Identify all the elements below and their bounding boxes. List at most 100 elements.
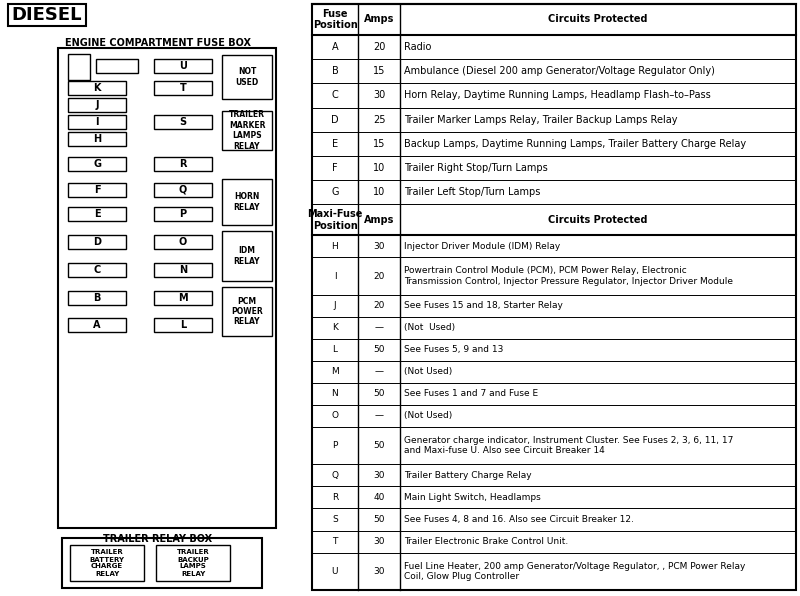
Text: R: R [179,159,186,169]
Bar [68,235,126,249]
Text: N: N [332,389,338,399]
Text: 20: 20 [374,272,385,281]
Text: K: K [94,83,101,93]
Text: S: S [332,515,338,524]
Text: M: M [331,367,339,377]
Text: P: P [179,209,186,219]
Text: F: F [94,185,100,195]
Text: Horn Relay, Daytime Running Lamps, Headlamp Flash–to–Pass: Horn Relay, Daytime Running Lamps, Headl… [404,91,710,100]
Bar [68,157,126,171]
Text: T: T [180,83,186,93]
Text: 10: 10 [373,187,385,197]
Text: See Fuses 4, 8 and 16. Also see Circuit Breaker 12.: See Fuses 4, 8 and 16. Also see Circuit … [404,515,634,524]
Text: 30: 30 [373,91,385,100]
Bar [154,157,212,171]
Text: O: O [179,237,187,247]
Text: E: E [332,139,338,149]
Text: 50: 50 [374,345,385,355]
Text: F: F [332,163,338,173]
Text: TRAILER RELAY BOX: TRAILER RELAY BOX [103,534,213,544]
Text: —: — [374,411,383,420]
Text: 50: 50 [374,389,385,399]
Text: U: U [332,567,338,576]
Text: B: B [94,293,101,303]
Bar [154,263,212,277]
Text: L: L [333,345,338,355]
Text: Injector Driver Module (IDM) Relay: Injector Driver Module (IDM) Relay [404,242,560,251]
Text: A: A [332,42,338,52]
Text: Radio: Radio [404,42,431,52]
Text: H: H [93,134,101,144]
Bar [8,4,86,26]
Bar [68,291,126,305]
Bar [68,207,126,221]
Text: Trailer Electronic Brake Control Unit.: Trailer Electronic Brake Control Unit. [404,537,568,546]
Bar [154,59,212,73]
Bar [68,132,126,146]
Text: 10: 10 [373,163,385,173]
Text: TRAILER
BACKUP
LAMPS
RELAY: TRAILER BACKUP LAMPS RELAY [177,550,210,576]
Bar [68,263,126,277]
Text: —: — [374,367,383,377]
Text: Maxi-Fuse
Position: Maxi-Fuse Position [307,209,362,231]
Text: R: R [332,493,338,502]
Text: Main Light Switch, Headlamps: Main Light Switch, Headlamps [404,493,541,502]
Text: 15: 15 [373,139,385,149]
Text: Trailer Battery Charge Relay: Trailer Battery Charge Relay [404,471,532,480]
Bar [58,48,276,528]
Bar [70,545,144,581]
Text: S: S [179,117,186,127]
Text: DIESEL: DIESEL [12,6,82,24]
Bar [222,179,272,225]
Text: NOT
USED: NOT USED [235,67,258,86]
Text: Amps: Amps [364,215,394,225]
Text: B: B [332,66,338,76]
Text: Trailer Marker Lamps Relay, Trailer Backup Lamps Relay: Trailer Marker Lamps Relay, Trailer Back… [404,114,678,125]
Bar [312,4,796,590]
Text: P: P [332,441,338,450]
Text: C: C [94,265,101,275]
Bar [154,115,212,129]
Text: K: K [332,324,338,333]
Bar [154,207,212,221]
Text: L: L [180,320,186,330]
Text: Powertrain Control Module (PCM), PCM Power Relay, Electronic
Transmission Contro: Powertrain Control Module (PCM), PCM Pow… [404,266,733,285]
Text: 30: 30 [374,537,385,546]
Bar [68,183,126,197]
Text: J: J [334,302,336,311]
Text: O: O [331,411,338,420]
Text: PCM
POWER
RELAY: PCM POWER RELAY [231,297,263,327]
Text: Trailer Left Stop/Turn Lamps: Trailer Left Stop/Turn Lamps [404,187,540,197]
Text: 20: 20 [374,302,385,311]
Text: Amps: Amps [364,14,394,24]
Bar [154,183,212,197]
Text: 15: 15 [373,66,385,76]
Text: Fuel Line Heater, 200 amp Generator/Voltage Regulator, , PCM Power Relay
Coil, G: Fuel Line Heater, 200 amp Generator/Volt… [404,561,746,581]
Text: Trailer Right Stop/Turn Lamps: Trailer Right Stop/Turn Lamps [404,163,548,173]
Text: 30: 30 [374,471,385,480]
Text: 20: 20 [373,42,385,52]
Text: (Not Used): (Not Used) [404,367,452,377]
Text: TRAILER
BATTERY
CHARGE
RELAY: TRAILER BATTERY CHARGE RELAY [90,550,125,576]
Text: I: I [95,117,98,127]
Text: Generator charge indicator, Instrument Cluster. See Fuses 2, 3, 6, 11, 17
and Ma: Generator charge indicator, Instrument C… [404,436,734,455]
Text: See Fuses 5, 9 and 13: See Fuses 5, 9 and 13 [404,345,503,355]
Bar [222,231,272,281]
Text: See Fuses 15 and 18, Starter Relay: See Fuses 15 and 18, Starter Relay [404,302,563,311]
Text: M: M [178,293,188,303]
Bar [154,318,212,332]
Bar [68,115,126,129]
Text: G: G [331,187,338,197]
Text: (Not Used): (Not Used) [404,411,452,420]
Text: 30: 30 [374,567,385,576]
Text: ENGINE COMPARTMENT FUSE BOX: ENGINE COMPARTMENT FUSE BOX [65,38,251,48]
Text: D: D [93,237,101,247]
Bar [96,59,138,73]
Text: 50: 50 [374,515,385,524]
Text: Q: Q [179,185,187,195]
Text: Ambulance (Diesel 200 amp Generator/Voltage Regulator Only): Ambulance (Diesel 200 amp Generator/Volt… [404,66,715,76]
Text: 30: 30 [374,242,385,251]
Text: Fuse
Position: Fuse Position [313,8,358,30]
Bar [222,55,272,99]
Text: TRAILER
MARKER
LAMPS
RELAY: TRAILER MARKER LAMPS RELAY [229,110,266,151]
